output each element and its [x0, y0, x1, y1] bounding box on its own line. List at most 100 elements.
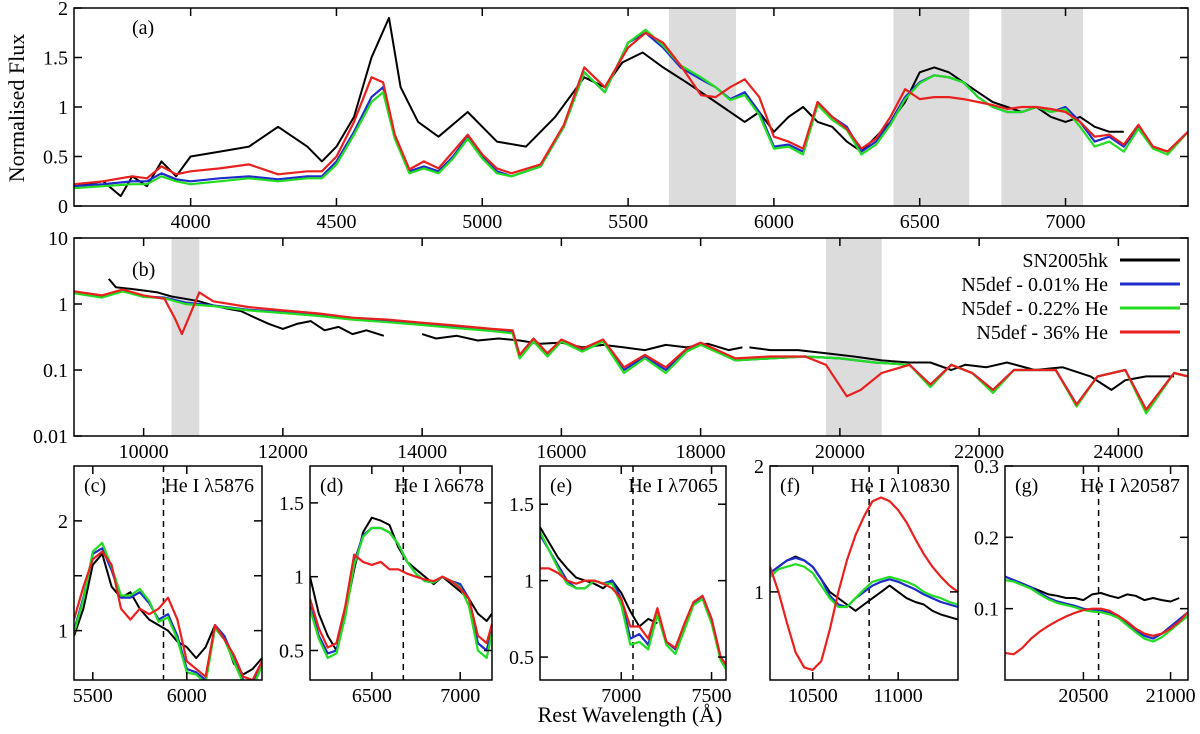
series-line-3	[310, 553, 492, 649]
x-tick-label: 5000	[462, 211, 502, 233]
panel-e: 7000 7500 0.5 1 1.5 (e) He I λ7065	[509, 465, 732, 707]
x-tick-label: 4500	[316, 211, 356, 233]
line-annotation: He I λ5876	[164, 475, 254, 497]
x-tick-label: 7500	[692, 685, 732, 707]
x-tick-label: 21000	[1146, 685, 1196, 707]
series-line-2	[74, 541, 262, 680]
y-tick-label: 0.5	[279, 640, 304, 662]
x-tick-label: 24000	[1093, 441, 1143, 463]
series-line-3	[74, 288, 1188, 411]
x-tick-label: 6000	[754, 211, 794, 233]
x-tick-label: 6500	[352, 685, 392, 707]
plot-frame	[1004, 465, 1189, 681]
line-annotation: He I λ20587	[1080, 475, 1180, 497]
panel-f: 10500 11000 1 2 (f) He I λ10830	[754, 456, 959, 707]
x-tick-label: 10000	[119, 441, 169, 463]
y-tick-label: 1	[754, 582, 764, 604]
series-line-1	[1005, 575, 1188, 640]
x-tick-label: 11000	[874, 685, 923, 707]
y-tick-label: 0.5	[43, 147, 68, 169]
panel-label: (c)	[84, 475, 106, 497]
panel-label: (e)	[550, 475, 572, 497]
x-tick-label: 20000	[815, 441, 865, 463]
series-line-0	[74, 16, 1124, 198]
y-tick-label: 1.5	[279, 493, 304, 515]
y-tick-label: 0	[58, 196, 68, 218]
legend-label: N5def - 0.01% He	[961, 274, 1108, 296]
plot-frame	[309, 465, 493, 681]
panels: 4000 4500 5000 5500 6000 6500 7000 0 0.5 1 1.5 2 (a)…	[33, 0, 1196, 707]
x-tick-label: 20500	[1058, 685, 1108, 707]
panel-b: 10000 12000 14000 16000 18000 20000 22000 24000…	[33, 228, 1189, 463]
plot-frame	[73, 237, 1189, 437]
x-tick-label: 6500	[900, 211, 940, 233]
shaded-region	[668, 8, 736, 206]
line-annotation: He I λ6678	[394, 475, 484, 497]
x-tick-label: 10500	[788, 685, 838, 707]
series-line-3	[74, 31, 1188, 186]
x-tick-label: 12000	[258, 441, 308, 463]
shaded-region	[893, 8, 970, 206]
y-tick-label: 0.1	[974, 599, 999, 621]
y-tick-label: 1	[58, 294, 68, 316]
series-line-2	[1005, 579, 1188, 643]
line-annotation: He I λ7065	[628, 475, 718, 497]
x-tick-label: 16000	[536, 441, 586, 463]
y-tick-label: 1	[524, 571, 534, 593]
y-tick-label: 1	[58, 621, 68, 643]
x-tick-label: 5500	[73, 685, 113, 707]
x-tick-label: 22000	[954, 441, 1004, 463]
y-tick-label: 2	[58, 511, 68, 533]
series-line-1	[310, 526, 492, 655]
shaded-region	[171, 238, 200, 436]
panel-d: 6500 7000 0.5 1 1.5 (d) He I λ6678	[279, 465, 493, 707]
series-line-2	[74, 28, 1188, 190]
x-tick-label: 7000	[440, 685, 480, 707]
series-line-3	[1005, 607, 1188, 656]
panel-g: 20500 21000 0.1 0.2 0.3 (g) He I λ20587	[974, 456, 1196, 707]
legend-label: SN2005hk	[1022, 250, 1108, 272]
y-tick-label: 0.2	[974, 527, 999, 549]
y-tick-label: 2	[754, 456, 764, 478]
y-tick-label: 0.3	[974, 456, 999, 478]
x-tick-label: 7000	[601, 685, 641, 707]
y-axis-title: Normalised Flux	[4, 34, 29, 183]
panel-label: (d)	[320, 475, 343, 497]
y-tick-label: 1.5	[509, 494, 534, 516]
y-tick-label: 10	[48, 228, 68, 250]
shaded-region	[825, 238, 882, 436]
x-tick-label: 7000	[1046, 211, 1086, 233]
y-tick-label: 0.1	[43, 360, 68, 382]
y-tick-label: 1	[294, 567, 304, 589]
x-tick-label: 6000	[167, 685, 207, 707]
series-line-2	[540, 531, 726, 670]
series-line-2	[770, 563, 958, 609]
plot-frame	[769, 465, 959, 681]
panel-a: 4000 4500 5000 5500 6000 6500 7000 0 0.5 1 1.5 2 (a)	[43, 0, 1189, 233]
x-tick-label: 18000	[676, 441, 726, 463]
series-line-3	[540, 567, 726, 666]
series-line-2	[310, 526, 492, 659]
x-tick-label: 4000	[171, 211, 211, 233]
y-tick-label: 1.5	[43, 48, 68, 70]
panel-label: (b)	[132, 259, 155, 281]
legend-label: N5def - 0.22% He	[961, 298, 1108, 320]
y-tick-label: 1	[58, 97, 68, 119]
plot-frame	[539, 465, 727, 681]
panel-label: (f)	[780, 475, 800, 497]
series-line-3	[74, 550, 262, 680]
panel-label: (a)	[132, 17, 154, 39]
plot-frame	[73, 465, 263, 681]
y-tick-label: 2	[58, 0, 68, 20]
y-tick-label: 0.5	[509, 647, 534, 669]
x-axis-title: Rest Wavelength (Å)	[538, 702, 723, 727]
series-line-0	[310, 516, 492, 652]
series-line-0	[540, 526, 658, 628]
panel-c: 5500 6000 1 2 (c) He I λ5876	[58, 465, 263, 707]
line-annotation: He I λ10830	[850, 475, 950, 497]
panel-label: (g)	[1015, 475, 1038, 497]
x-tick-label: 14000	[397, 441, 447, 463]
legend-label: N5def - 36% He	[976, 322, 1108, 344]
